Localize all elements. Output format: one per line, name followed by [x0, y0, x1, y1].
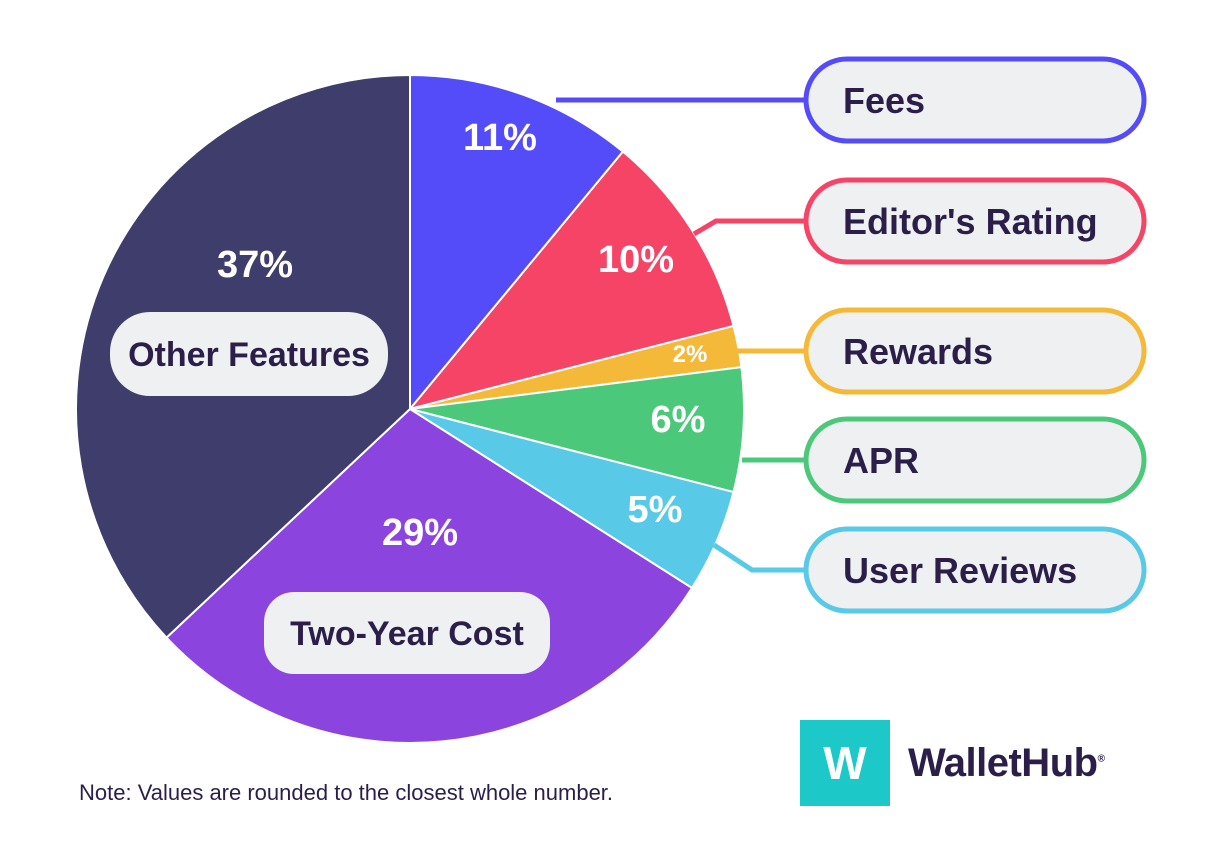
pct-label-user-reviews: 5%	[628, 489, 683, 531]
leader-line-editor-s-rating	[692, 218, 806, 237]
pct-label-two-year-cost: 29%	[382, 512, 458, 554]
legend-pill-editor-s-rating	[803, 177, 1147, 265]
logo-mark-icon: W	[800, 720, 890, 806]
pct-label-apr: 6%	[651, 399, 706, 441]
inside-label-other-features: Other Features	[128, 336, 370, 374]
inside-label-two-year-cost: Two-Year Cost	[290, 615, 524, 653]
legend-label-editor-s-rating: Editor's Rating	[843, 201, 1098, 242]
slice-editor-s-rating	[407, 150, 735, 411]
brand-name: WalletHub®	[908, 740, 1105, 786]
registered-mark: ®	[1097, 753, 1105, 765]
legend-pill-rewards	[803, 307, 1147, 395]
pie-labels: 11% 10% 2% 6% 5% Two-Year Cost 29% Other Featur…	[110, 117, 707, 674]
legend-callouts: Fees Editor's Rating Rewards APR User Review…	[556, 56, 1147, 614]
legend-label-fees: Fees	[843, 80, 925, 121]
legend-pill-user-reviews	[803, 526, 1147, 614]
legend-label-user-reviews: User Reviews	[843, 550, 1077, 591]
pct-label-rewards: 2%	[673, 341, 708, 368]
footnote: Note: Values are rounded to the closest …	[79, 780, 614, 805]
wallethub-logo: W WalletHub®	[800, 720, 1105, 806]
pct-label-fees: 11%	[463, 117, 537, 159]
legend-pill-fees	[803, 56, 1147, 144]
legend-label-apr: APR	[843, 440, 919, 481]
pct-label-editor-s-rating: 10%	[598, 239, 674, 281]
slice-fees	[409, 73, 625, 412]
inside-pill-two-year-cost	[264, 592, 550, 674]
inside-pill-other-features	[110, 312, 388, 396]
slice-apr	[409, 366, 746, 494]
pct-label-other-features: 37%	[217, 244, 293, 286]
brand-name-text: WalletHub	[908, 740, 1098, 785]
legend-label-rewards: Rewards	[843, 331, 993, 372]
legend-pill-apr	[803, 416, 1147, 504]
leader-line-user-reviews	[712, 542, 806, 573]
